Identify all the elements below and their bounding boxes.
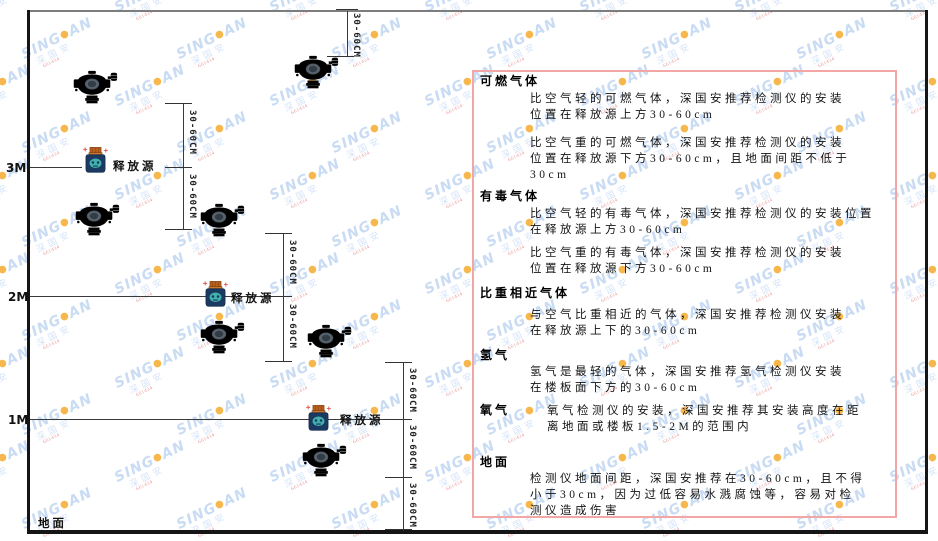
section-paragraph: 比空气重的可燃气体，深国安推荐检测仪的安装 位置在释放源下方30-60cm，且地… <box>530 137 851 181</box>
dimension-label: 30-60CM <box>287 304 297 349</box>
section-paragraph: 氢气是最轻的气体，深国安推荐氢气检测仪安装 在楼板面下方的30-60cm <box>530 366 845 394</box>
dimension-label: 30-60CM <box>287 240 297 285</box>
dimension-tick <box>336 9 358 10</box>
dimension-tick <box>327 56 354 57</box>
gas-detector-icon <box>199 320 245 354</box>
level-line-1m <box>30 419 403 420</box>
dimension-line <box>183 103 184 230</box>
section-paragraph: 比空气轻的可燃气体，深国安推荐检测仪的安装 位置在释放源上方30-60cm <box>530 93 845 121</box>
section-paragraph: 检测仪地面间距，深国安推荐在30-60cm，且不得 小于30cm，因为过低容易水… <box>530 473 866 517</box>
dimension-tick <box>385 477 412 478</box>
ceiling-line <box>28 10 926 12</box>
dimension-tick <box>265 296 292 297</box>
section-paragraph: 氧气检测仪的安装，深国安推荐其安装高度在距 离地面或楼板1.5-2M的范围内 <box>547 405 862 433</box>
gas-detector-icon <box>72 70 118 104</box>
scale-label-1m: 1M <box>8 413 29 427</box>
release-source-label: 释放源 <box>231 293 275 305</box>
dimension-line <box>403 362 404 531</box>
dimension-tick <box>165 229 192 230</box>
height-axis-line <box>27 10 30 533</box>
dimension-tick <box>165 103 192 104</box>
release-source-icon <box>305 404 332 433</box>
gas-detector-icon <box>293 55 339 89</box>
dimension-tick <box>165 167 192 168</box>
gas-detector-icon <box>306 324 352 358</box>
release-source-icon <box>202 280 229 309</box>
dimension-tick <box>385 529 412 530</box>
dimension-label: 30-60CM <box>351 13 361 58</box>
section-title-hydrogen: 氢气 <box>480 348 511 362</box>
section-title-oxygen: 氧气 <box>480 403 511 417</box>
section-title-similar-density-gas: 比重相近气体 <box>480 286 571 300</box>
level-line-3m <box>30 167 82 168</box>
ground-line <box>27 530 928 534</box>
section-title-ground: 地面 <box>480 455 511 469</box>
dimension-label: 30-60CM <box>187 174 197 219</box>
right-wall-line <box>925 10 928 533</box>
scale-label-3m: 3M <box>6 161 27 175</box>
release-source-label: 释放源 <box>113 161 157 173</box>
release-source-icon <box>82 146 109 175</box>
dimension-tick <box>265 361 292 362</box>
scale-label-2m: 2M <box>8 290 29 304</box>
dimension-tick <box>385 362 412 363</box>
installation-guide-panel: 可燃气体 比空气轻的可燃气体，深国安推荐检测仪的安装 位置在释放源上方30-60… <box>472 70 897 518</box>
section-paragraph: 比空气轻的有毒气体，深国安推荐检测仪的安装位置 在释放源上方30-60cm <box>530 208 875 236</box>
ground-label: 地面 <box>38 518 67 530</box>
section-title-flammable-gas: 可燃气体 <box>480 74 541 88</box>
dimension-line <box>283 233 284 362</box>
section-title-toxic-gas: 有毒气体 <box>480 189 541 203</box>
level-line-2m <box>30 296 283 297</box>
gas-detector-icon <box>74 202 120 236</box>
release-source-label: 释放源 <box>340 415 384 427</box>
dimension-label: 30-60CM <box>407 483 417 528</box>
section-paragraph: 比空气重的有毒气体，深国安推荐检测仪的安装 位置在释放源下方30-60cm <box>530 247 845 275</box>
dimension-line <box>347 11 348 57</box>
dimension-label: 30-60CM <box>187 110 197 155</box>
dimension-tick <box>265 233 292 234</box>
dimension-label: 30-60CM <box>407 425 417 470</box>
gas-detector-icon <box>301 443 347 477</box>
dimension-tick <box>385 419 412 420</box>
gas-detector-icon <box>199 203 245 237</box>
dimension-label: 30-60CM <box>407 368 417 413</box>
section-paragraph: 与空气比重相近的气体，深国安推荐检测仪安装 在释放源上下的30-60cm <box>530 309 845 337</box>
